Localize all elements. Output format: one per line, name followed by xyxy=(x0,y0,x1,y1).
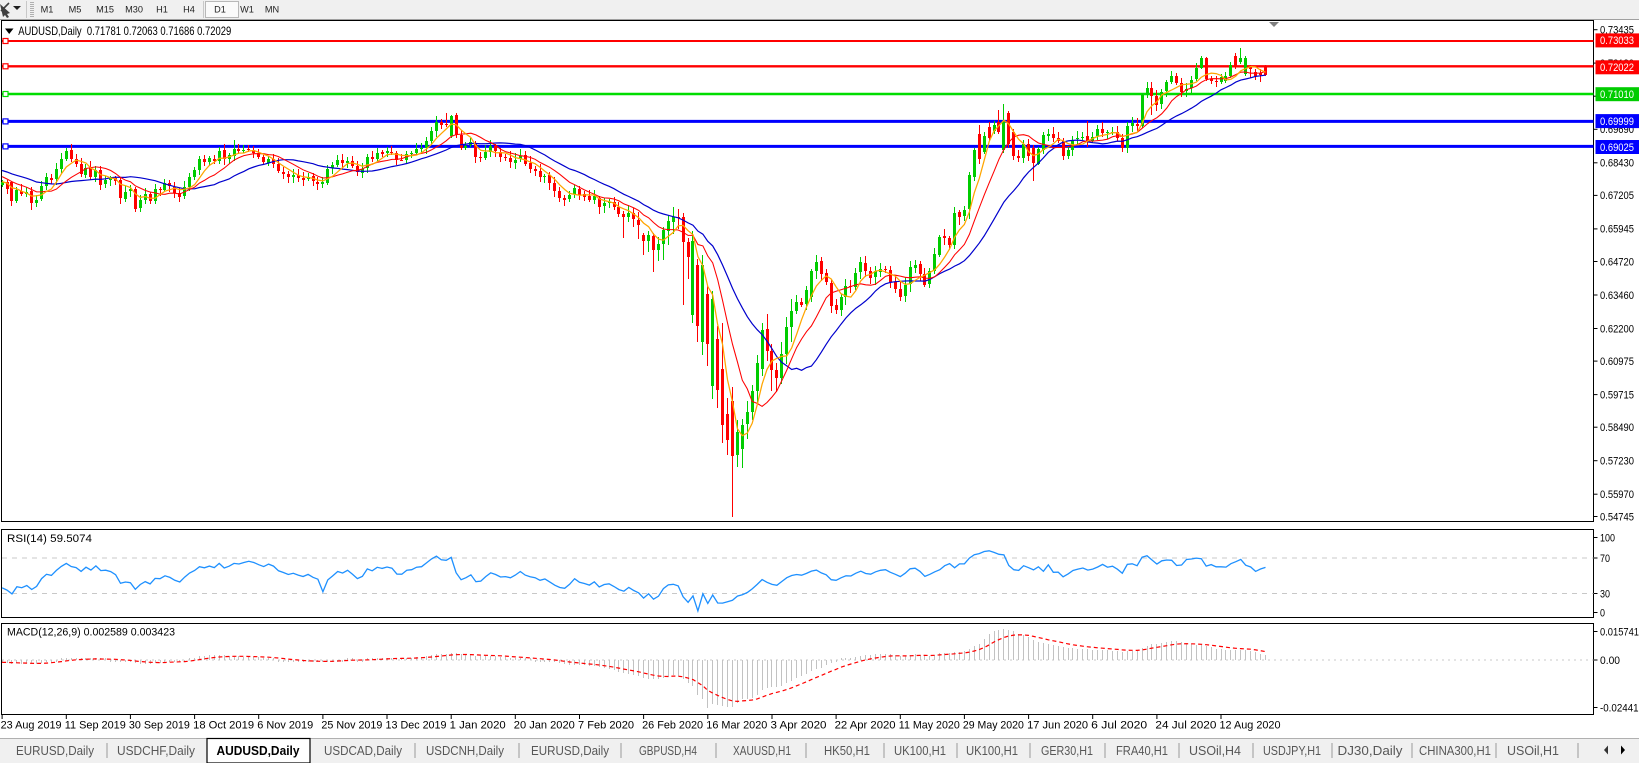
svg-text:USOil,H4: USOil,H4 xyxy=(1189,743,1241,758)
svg-text:0.015741: 0.015741 xyxy=(1600,626,1639,638)
svg-text:DJ30,Daily: DJ30,Daily xyxy=(1338,743,1404,758)
svg-text:7 Feb 2020: 7 Feb 2020 xyxy=(578,720,634,732)
svg-text:100: 100 xyxy=(1600,532,1615,544)
svg-text:0.58490: 0.58490 xyxy=(1600,422,1634,434)
svg-text:MN: MN xyxy=(265,5,279,15)
svg-text:0.55970: 0.55970 xyxy=(1600,489,1634,501)
svg-text:UK100,H1: UK100,H1 xyxy=(966,743,1018,758)
svg-text:GER30,H1: GER30,H1 xyxy=(1041,743,1093,758)
svg-text:24 Jul 2020: 24 Jul 2020 xyxy=(1155,720,1216,732)
svg-text:20 Jan 2020: 20 Jan 2020 xyxy=(514,720,575,732)
svg-text:0.54745: 0.54745 xyxy=(1600,511,1634,523)
svg-text:EURUSD,Daily: EURUSD,Daily xyxy=(531,743,610,758)
svg-text:0.60975: 0.60975 xyxy=(1600,356,1634,368)
svg-text:23 Aug 2019: 23 Aug 2019 xyxy=(1,720,62,732)
svg-text:USOil,H1: USOil,H1 xyxy=(1507,743,1559,758)
svg-text:RSI(14) 59.5074: RSI(14) 59.5074 xyxy=(7,533,92,545)
svg-text:0.73033: 0.73033 xyxy=(1600,35,1634,47)
svg-text:-0.024412: -0.024412 xyxy=(1600,702,1639,714)
svg-text:W1: W1 xyxy=(240,5,254,15)
svg-text:CHINA300,H1: CHINA300,H1 xyxy=(1419,743,1491,758)
svg-text:25 Nov 2019: 25 Nov 2019 xyxy=(321,720,382,732)
svg-text:AUDUSD,Daily: AUDUSD,Daily xyxy=(217,743,301,758)
svg-text:0.63460: 0.63460 xyxy=(1600,290,1634,302)
svg-text:0.59715: 0.59715 xyxy=(1600,389,1634,401)
svg-text:0.64720: 0.64720 xyxy=(1600,256,1634,268)
svg-text:M15: M15 xyxy=(96,5,114,15)
svg-text:FRA40,H1: FRA40,H1 xyxy=(1116,743,1168,758)
svg-text:H1: H1 xyxy=(156,5,168,15)
svg-text:XAUUSD,H1: XAUUSD,H1 xyxy=(733,743,791,758)
svg-text:0.72022: 0.72022 xyxy=(1600,62,1634,74)
svg-text:HK50,H1: HK50,H1 xyxy=(824,743,870,758)
svg-text:0.69999: 0.69999 xyxy=(1600,116,1634,128)
svg-text:0.69025: 0.69025 xyxy=(1600,142,1634,154)
svg-text:0.62200: 0.62200 xyxy=(1600,323,1634,335)
svg-text:GBPUSD,H4: GBPUSD,H4 xyxy=(639,743,697,758)
svg-text:USDCAD,Daily: USDCAD,Daily xyxy=(324,743,403,758)
svg-text:0.71010: 0.71010 xyxy=(1600,89,1634,101)
svg-text:USDCHF,Daily: USDCHF,Daily xyxy=(117,743,196,758)
svg-text:29 May 2020: 29 May 2020 xyxy=(963,720,1024,732)
svg-text:16 Mar 2020: 16 Mar 2020 xyxy=(706,720,767,732)
svg-text:30 Sep 2019: 30 Sep 2019 xyxy=(129,720,190,732)
svg-text:USDCNH,Daily: USDCNH,Daily xyxy=(426,743,505,758)
svg-text:AUDUSD,Daily 0.71781 0.72063: AUDUSD,Daily 0.71781 0.72063 0.71686 0.7… xyxy=(18,24,231,38)
svg-text:M30: M30 xyxy=(125,5,143,15)
svg-text:17 Jun 2020: 17 Jun 2020 xyxy=(1027,720,1088,732)
svg-text:M5: M5 xyxy=(69,5,82,15)
svg-text:USDJPY,H1: USDJPY,H1 xyxy=(1263,743,1321,758)
svg-text:0.65945: 0.65945 xyxy=(1600,224,1634,236)
svg-text:6 Jul 2020: 6 Jul 2020 xyxy=(1091,720,1147,732)
svg-text:0.00: 0.00 xyxy=(1600,655,1620,667)
svg-text:0.68430: 0.68430 xyxy=(1600,158,1634,170)
svg-text:30: 30 xyxy=(1600,588,1610,600)
svg-text:18 Oct 2019: 18 Oct 2019 xyxy=(193,720,254,732)
svg-text:D1: D1 xyxy=(214,5,226,15)
svg-text:6 Nov 2019: 6 Nov 2019 xyxy=(257,720,313,732)
svg-text:0.57230: 0.57230 xyxy=(1600,456,1634,468)
svg-text:3 Apr 2020: 3 Apr 2020 xyxy=(771,720,827,732)
svg-text:UK100,H1: UK100,H1 xyxy=(894,743,946,758)
svg-text:70: 70 xyxy=(1600,553,1610,565)
svg-text:11 May 2020: 11 May 2020 xyxy=(899,720,960,732)
svg-text:13 Dec 2019: 13 Dec 2019 xyxy=(386,720,447,732)
svg-text:MACD(12,26,9) 0.002589 0.00342: MACD(12,26,9) 0.002589 0.003423 xyxy=(7,627,175,639)
svg-text:EURUSD,Daily: EURUSD,Daily xyxy=(16,743,95,758)
svg-text:H4: H4 xyxy=(183,5,195,15)
svg-text:11 Sep 2019: 11 Sep 2019 xyxy=(65,720,126,732)
svg-text:12 Aug 2020: 12 Aug 2020 xyxy=(1220,720,1281,732)
svg-text:0.67205: 0.67205 xyxy=(1600,190,1634,202)
svg-text:22 Apr 2020: 22 Apr 2020 xyxy=(835,720,896,732)
svg-text:26 Feb 2020: 26 Feb 2020 xyxy=(642,720,703,732)
svg-text:0: 0 xyxy=(1600,607,1605,619)
svg-text:M1: M1 xyxy=(41,5,54,15)
svg-text:1 Jan 2020: 1 Jan 2020 xyxy=(450,720,506,732)
